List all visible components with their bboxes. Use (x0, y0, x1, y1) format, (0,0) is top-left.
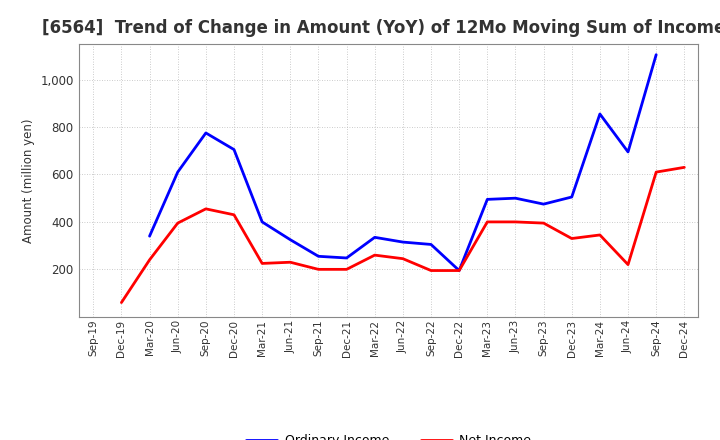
Title: [6564]  Trend of Change in Amount (YoY) of 12Mo Moving Sum of Incomes: [6564] Trend of Change in Amount (YoY) o… (42, 19, 720, 37)
Net Income (286, 260, 294, 265)
Net Income (624, 262, 632, 267)
Y-axis label: Amount (million yen): Amount (million yen) (22, 118, 35, 242)
Net Income (202, 206, 210, 212)
Net Income (455, 268, 464, 273)
Line: Net Income: Net Income (122, 167, 684, 303)
Net Income (399, 256, 408, 261)
Net Income (314, 267, 323, 272)
Net Income (567, 236, 576, 241)
Net Income (427, 268, 436, 273)
Net Income (342, 267, 351, 272)
Net Income (511, 219, 520, 224)
Net Income (258, 261, 266, 266)
Net Income (595, 232, 604, 238)
Net Income (370, 253, 379, 258)
Net Income (652, 169, 660, 175)
Net Income (174, 220, 182, 226)
Net Income (539, 220, 548, 226)
Net Income (145, 257, 154, 263)
Legend: Ordinary Income, Net Income: Ordinary Income, Net Income (241, 429, 536, 440)
Net Income (483, 219, 492, 224)
Net Income (117, 300, 126, 305)
Net Income (680, 165, 688, 170)
Net Income (230, 212, 238, 217)
